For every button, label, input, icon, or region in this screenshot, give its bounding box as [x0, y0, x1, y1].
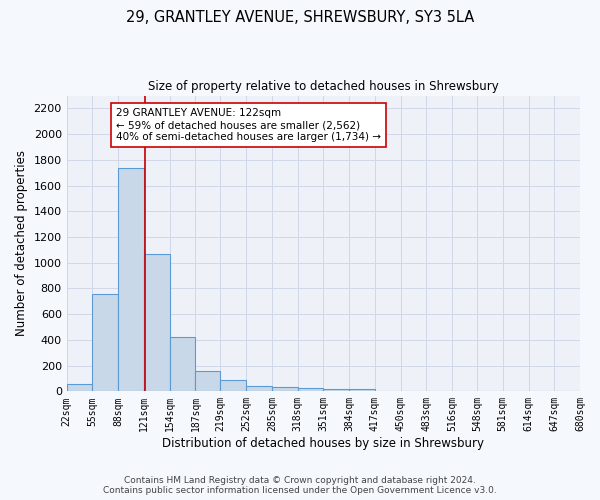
- Bar: [323, 390, 349, 392]
- Bar: [349, 390, 375, 392]
- Bar: [246, 386, 272, 392]
- Bar: [92, 294, 118, 392]
- X-axis label: Distribution of detached houses by size in Shrewsbury: Distribution of detached houses by size …: [163, 437, 484, 450]
- Y-axis label: Number of detached properties: Number of detached properties: [15, 150, 28, 336]
- Bar: [298, 388, 323, 392]
- Bar: [196, 372, 220, 392]
- Bar: [67, 384, 92, 392]
- Text: 29, GRANTLEY AVENUE, SHREWSBURY, SY3 5LA: 29, GRANTLEY AVENUE, SHREWSBURY, SY3 5LA: [126, 10, 474, 25]
- Text: Contains HM Land Registry data © Crown copyright and database right 2024.
Contai: Contains HM Land Registry data © Crown c…: [103, 476, 497, 495]
- Bar: [170, 338, 196, 392]
- Bar: [272, 387, 298, 392]
- Bar: [144, 254, 170, 392]
- Title: Size of property relative to detached houses in Shrewsbury: Size of property relative to detached ho…: [148, 80, 499, 93]
- Bar: [220, 380, 246, 392]
- Bar: [118, 168, 144, 392]
- Text: 29 GRANTLEY AVENUE: 122sqm
← 59% of detached houses are smaller (2,562)
40% of s: 29 GRANTLEY AVENUE: 122sqm ← 59% of deta…: [116, 108, 381, 142]
